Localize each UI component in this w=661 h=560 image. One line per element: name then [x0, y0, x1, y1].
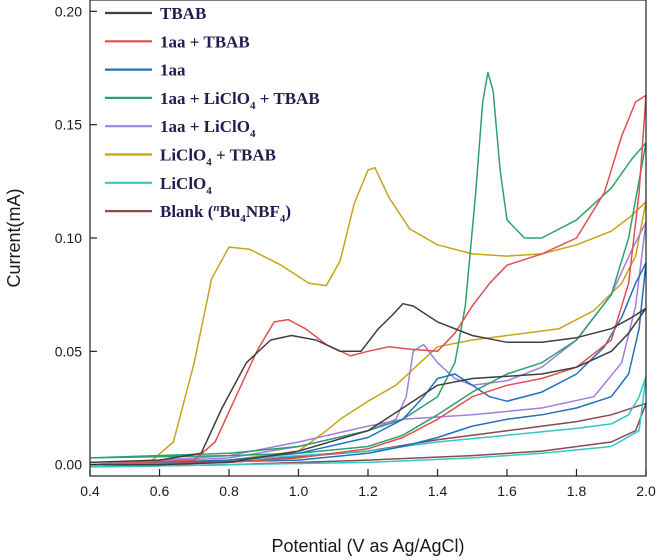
- y-axis-ticks: 0.00 0.05 0.10 0.15 0.20: [55, 3, 97, 473]
- y-tick-label: 0.10: [55, 230, 82, 246]
- legend-label: 1aa + LiClO4: [160, 117, 256, 140]
- x-tick-label: 1.4: [428, 483, 448, 499]
- y-axis-title: Current(mA): [4, 188, 24, 287]
- legend-label: 1aa: [160, 61, 186, 80]
- series-layer: [89, 71, 647, 468]
- y-tick-label: 0.20: [55, 3, 82, 19]
- legend: TBAB 1aa + TBAB 1aa 1aa + LiClO4 + TBAB 1aa …: [105, 4, 320, 225]
- legend-label: 1aa + LiClO4 + TBAB: [160, 89, 320, 112]
- x-tick-label: 1.0: [289, 483, 309, 499]
- legend-label: LiClO4 + TBAB: [160, 146, 276, 169]
- y-tick-label: 0.05: [55, 343, 82, 359]
- x-tick-label: 0.6: [150, 483, 170, 499]
- legend-label: LiClO4: [160, 174, 212, 197]
- y-tick-label: 0.00: [55, 457, 82, 473]
- series-line-3: [89, 262, 647, 466]
- legend-label: 1aa + TBAB: [160, 32, 250, 51]
- x-tick-label: 0.8: [219, 483, 239, 499]
- legend-label: TBAB: [160, 4, 206, 23]
- y-tick-label: 0.15: [55, 117, 82, 133]
- plot-area: 0.4 0.6 0.8 1.0 1.2 1.4 1.6 1.8 2.0 0.00 0.05 0.10…: [55, 0, 656, 499]
- x-tick-label: 1.8: [567, 483, 587, 499]
- series-line-4: [89, 71, 647, 459]
- x-axis-ticks: 0.4 0.6 0.8 1.0 1.2 1.4 1.6 1.8 2.0: [80, 469, 656, 499]
- series-line-7: [89, 375, 647, 468]
- series-line-1: [89, 302, 647, 466]
- x-tick-label: 1.6: [497, 483, 517, 499]
- series-line-2: [89, 94, 647, 466]
- x-axis-title: Potential (V as Ag/AgCl): [271, 536, 464, 556]
- x-tick-label: 1.2: [358, 483, 378, 499]
- x-tick-label: 2.0: [636, 483, 656, 499]
- x-tick-label: 0.4: [80, 483, 100, 499]
- legend-label: Blank (nBu4NBF4): [160, 202, 291, 225]
